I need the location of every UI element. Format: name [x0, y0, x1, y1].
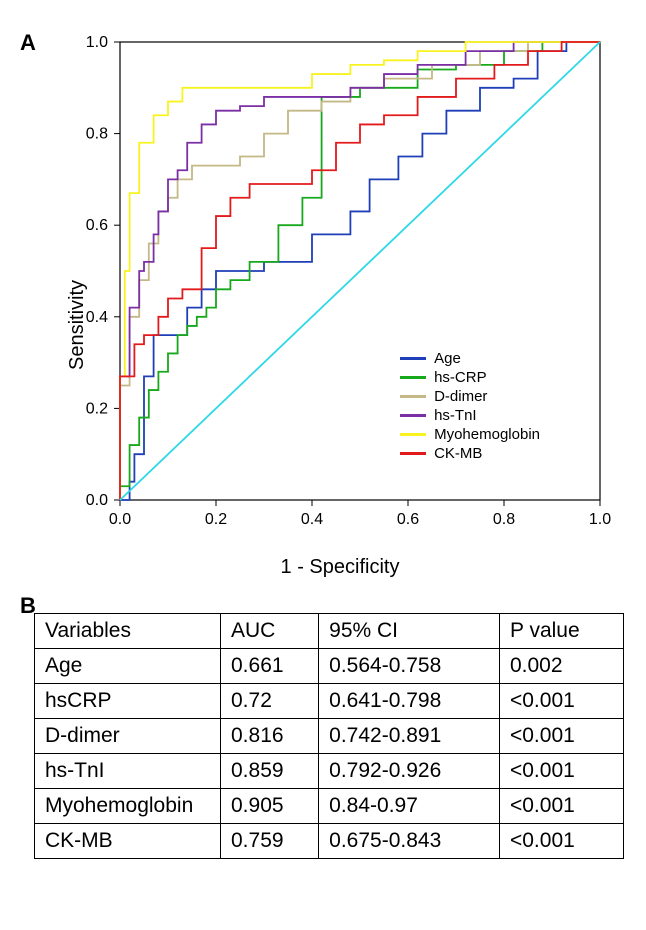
panel-b-label: B	[20, 593, 36, 619]
table-cell: 0.002	[499, 649, 623, 684]
legend-label: Myohemoglobin	[434, 426, 540, 443]
table-cell: Age	[35, 649, 221, 684]
table-cell: D-dimer	[35, 719, 221, 754]
table-row: CK-MB0.7590.675-0.843<0.001	[35, 824, 624, 859]
table-cell: <0.001	[499, 754, 623, 789]
table-header-row: VariablesAUC95% CIP value	[35, 614, 624, 649]
svg-text:0.8: 0.8	[493, 511, 515, 528]
svg-text:1.0: 1.0	[86, 34, 108, 51]
legend: Age hs-CRP D-dimer hs-TnI Myohemoglobin CK-MB	[400, 350, 540, 464]
legend-label: D-dimer	[434, 388, 487, 405]
table-cell: 0.759	[221, 824, 319, 859]
table-cell: <0.001	[499, 684, 623, 719]
table-cell: 0.905	[221, 789, 319, 824]
table-cell: 0.641-0.798	[319, 684, 500, 719]
legend-swatch	[400, 414, 426, 417]
svg-text:0.2: 0.2	[86, 400, 108, 417]
table-row: hsCRP0.720.641-0.798<0.001	[35, 684, 624, 719]
table-row: D-dimer0.8160.742-0.891<0.001	[35, 719, 624, 754]
table-cell: 0.564-0.758	[319, 649, 500, 684]
table-cell: CK-MB	[35, 824, 221, 859]
table-cell: 0.72	[221, 684, 319, 719]
legend-row: CK-MB	[400, 445, 540, 462]
auc-table: VariablesAUC95% CIP valueAge0.6610.564-0…	[34, 613, 624, 859]
table-cell: <0.001	[499, 719, 623, 754]
table-row: Age0.6610.564-0.7580.002	[35, 649, 624, 684]
legend-swatch	[400, 357, 426, 360]
svg-text:0.0: 0.0	[86, 492, 108, 509]
x-axis-label: 1 - Specificity	[60, 556, 620, 579]
svg-text:0.6: 0.6	[397, 511, 419, 528]
figure-container: A Sensitivity 0.00.00.20.20.40.40.60.60.…	[20, 30, 626, 859]
panel-a-label: A	[20, 30, 36, 56]
svg-text:0.4: 0.4	[301, 511, 323, 528]
legend-label: hs-TnI	[434, 407, 477, 424]
table-cell: 0.742-0.891	[319, 719, 500, 754]
table-header-cell: 95% CI	[319, 614, 500, 649]
legend-label: hs-CRP	[434, 369, 487, 386]
legend-row: hs-TnI	[400, 407, 540, 424]
svg-text:0.0: 0.0	[109, 511, 131, 528]
table-cell: Myohemoglobin	[35, 789, 221, 824]
table-cell: hsCRP	[35, 684, 221, 719]
panel-b-wrap: B VariablesAUC95% CIP valueAge0.6610.564…	[34, 613, 626, 859]
table-row: Myohemoglobin0.9050.84-0.97<0.001	[35, 789, 624, 824]
y-axis-label: Sensitivity	[66, 280, 89, 370]
svg-text:0.8: 0.8	[86, 126, 108, 143]
table-header-cell: P value	[499, 614, 623, 649]
svg-text:0.2: 0.2	[205, 511, 227, 528]
legend-label: CK-MB	[434, 445, 482, 462]
legend-label: Age	[434, 350, 461, 367]
table-cell: 0.84-0.97	[319, 789, 500, 824]
roc-chart: Sensitivity 0.00.00.20.20.40.40.60.60.80…	[60, 30, 620, 579]
table-cell: hs-TnI	[35, 754, 221, 789]
table-cell: 0.859	[221, 754, 319, 789]
legend-row: Myohemoglobin	[400, 426, 540, 443]
legend-row: D-dimer	[400, 388, 540, 405]
roc-svg: 0.00.0 0.2 0.2 0.4 0.4 0.6 0.6 0.8 0.8 1.0 1.0	[60, 30, 620, 550]
legend-row: hs-CRP	[400, 369, 540, 386]
table-cell: <0.001	[499, 789, 623, 824]
table-cell: 0.816	[221, 719, 319, 754]
table-header-cell: AUC	[221, 614, 319, 649]
table-header-cell: Variables	[35, 614, 221, 649]
legend-swatch	[400, 395, 426, 398]
legend-swatch	[400, 452, 426, 455]
table-cell: 0.792-0.926	[319, 754, 500, 789]
svg-text:1.0: 1.0	[589, 511, 611, 528]
table-cell: 0.661	[221, 649, 319, 684]
table-row: hs-TnI0.8590.792-0.926<0.001	[35, 754, 624, 789]
table-cell: 0.675-0.843	[319, 824, 500, 859]
legend-swatch	[400, 376, 426, 379]
svg-text:0.6: 0.6	[86, 217, 108, 234]
legend-row: Age	[400, 350, 540, 367]
legend-swatch	[400, 433, 426, 436]
table-cell: <0.001	[499, 824, 623, 859]
svg-text:0.4: 0.4	[86, 309, 108, 326]
